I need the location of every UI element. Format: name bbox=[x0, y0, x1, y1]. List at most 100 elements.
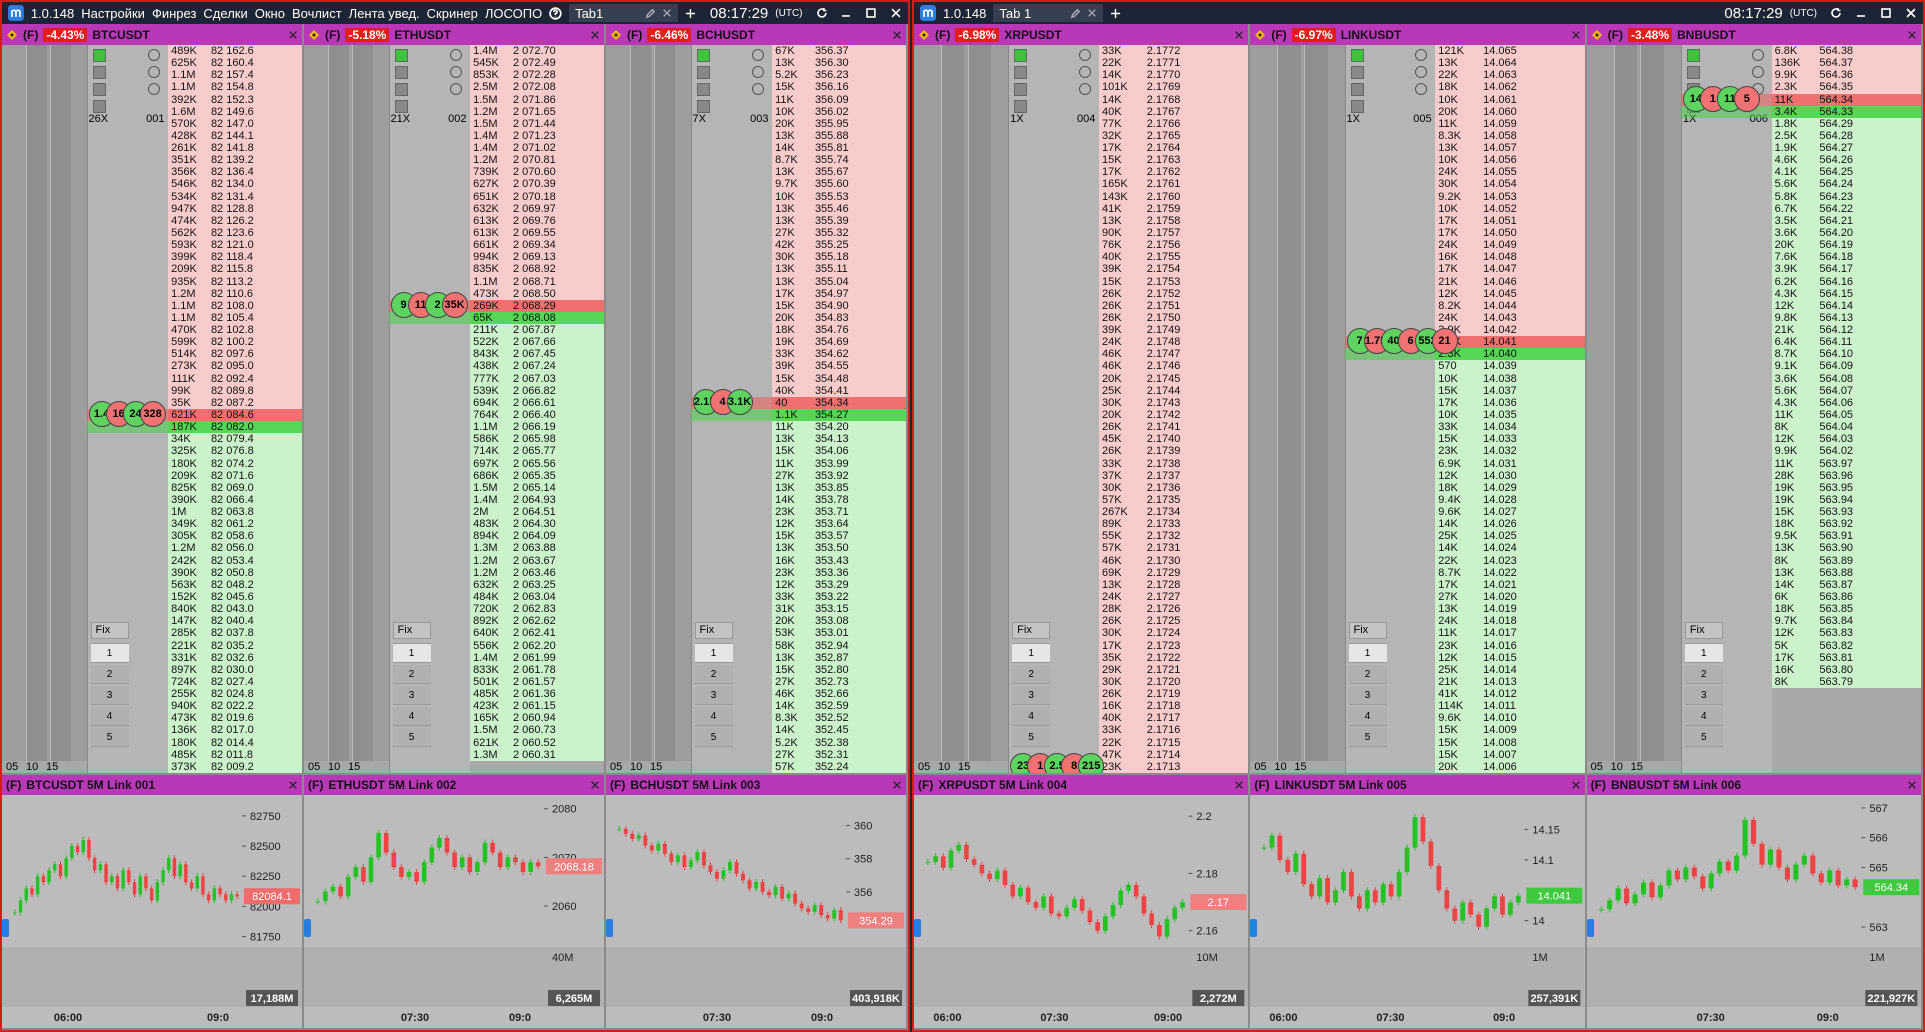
tool-icon[interactable] bbox=[450, 83, 463, 95]
size-button[interactable]: 1 bbox=[1684, 644, 1723, 663]
size-button[interactable]: 3 bbox=[1684, 686, 1723, 705]
tool-icon[interactable] bbox=[1350, 100, 1364, 113]
timeframe-label[interactable]: 10 bbox=[328, 761, 341, 773]
tool-icon[interactable] bbox=[394, 49, 408, 62]
timeframe-label[interactable]: 15 bbox=[348, 761, 361, 773]
timeframe-label[interactable]: 05 bbox=[6, 761, 19, 773]
refresh-icon[interactable] bbox=[816, 7, 828, 19]
tool-icon[interactable] bbox=[752, 49, 765, 61]
size-button[interactable]: 4 bbox=[1684, 707, 1723, 726]
max-icon[interactable] bbox=[865, 7, 877, 19]
timeframe-label[interactable]: 05 bbox=[308, 761, 321, 773]
tool-icon[interactable] bbox=[1078, 49, 1091, 61]
help-icon[interactable] bbox=[549, 6, 562, 20]
size-button[interactable]: 1 bbox=[392, 644, 431, 663]
size-button[interactable]: 4 bbox=[1348, 707, 1387, 726]
close-icon[interactable] bbox=[890, 7, 902, 19]
close-icon[interactable] bbox=[288, 30, 298, 40]
timeframe-label[interactable]: 15 bbox=[958, 761, 971, 773]
tool-icon[interactable] bbox=[1078, 66, 1091, 78]
size-button[interactable]: 3 bbox=[90, 686, 129, 705]
close-icon[interactable] bbox=[590, 30, 600, 40]
menu-item[interactable]: Финрез bbox=[151, 5, 197, 21]
tool-icon[interactable] bbox=[92, 100, 106, 113]
tool-icon[interactable] bbox=[696, 49, 710, 62]
size-button[interactable]: 4 bbox=[694, 707, 733, 726]
menu-item[interactable]: Сделки bbox=[203, 5, 248, 21]
tool-icon[interactable] bbox=[1415, 66, 1428, 78]
timeframe-label[interactable]: 05 bbox=[1254, 761, 1267, 773]
tool-icon[interactable] bbox=[148, 66, 161, 78]
timeframe-label[interactable]: 05 bbox=[918, 761, 931, 773]
tool-icon[interactable] bbox=[1350, 49, 1364, 62]
tool-icon[interactable] bbox=[752, 83, 765, 95]
size-button[interactable]: 4 bbox=[90, 707, 129, 726]
plus-icon[interactable] bbox=[1110, 8, 1121, 19]
menu-item[interactable]: ЛОСОПО bbox=[484, 5, 543, 21]
size-button[interactable]: 2 bbox=[1348, 665, 1387, 684]
timeframe-label[interactable]: 15 bbox=[1630, 761, 1643, 773]
fix-dropdown[interactable]: Fix bbox=[694, 622, 733, 639]
size-button[interactable]: 2 bbox=[1684, 665, 1723, 684]
logo-icon[interactable] bbox=[920, 5, 936, 21]
menu-item[interactable]: Вочлист bbox=[291, 5, 342, 21]
timeframe-label[interactable]: 05 bbox=[1590, 761, 1603, 773]
tool-icon[interactable] bbox=[1686, 66, 1700, 79]
size-button[interactable]: 1 bbox=[90, 644, 129, 663]
tool-icon[interactable] bbox=[1686, 49, 1700, 62]
refresh-icon[interactable] bbox=[1830, 7, 1842, 19]
min-icon[interactable] bbox=[1855, 7, 1867, 19]
size-button[interactable]: 2 bbox=[90, 665, 129, 684]
size-button[interactable]: 1 bbox=[694, 644, 733, 663]
tool-icon[interactable] bbox=[1350, 66, 1364, 79]
size-button[interactable]: 1 bbox=[1012, 644, 1051, 663]
tool-icon[interactable] bbox=[696, 66, 710, 79]
close-icon[interactable] bbox=[1907, 780, 1917, 790]
exchange-icon[interactable] bbox=[308, 29, 320, 41]
timeframe-label[interactable]: 10 bbox=[1610, 761, 1623, 773]
close-icon[interactable] bbox=[1905, 7, 1917, 19]
fix-dropdown[interactable]: Fix bbox=[1348, 622, 1387, 639]
fix-dropdown[interactable]: Fix bbox=[1684, 622, 1723, 639]
tool-icon[interactable] bbox=[1415, 83, 1428, 95]
menu-item[interactable]: Настройки bbox=[81, 5, 145, 21]
size-button[interactable]: 2 bbox=[1012, 665, 1051, 684]
tool-icon[interactable] bbox=[92, 66, 106, 79]
tool-icon[interactable] bbox=[752, 66, 765, 78]
close-icon[interactable] bbox=[1234, 780, 1244, 790]
size-button[interactable]: 3 bbox=[694, 686, 733, 705]
size-button[interactable]: 4 bbox=[392, 707, 431, 726]
close-icon[interactable] bbox=[662, 8, 672, 18]
timeframe-label[interactable]: 15 bbox=[1294, 761, 1307, 773]
size-button[interactable]: 2 bbox=[392, 665, 431, 684]
max-icon[interactable] bbox=[1880, 7, 1892, 19]
size-button[interactable]: 3 bbox=[392, 686, 431, 705]
size-button[interactable]: 3 bbox=[1012, 686, 1051, 705]
size-button[interactable]: 5 bbox=[1348, 728, 1387, 747]
fix-dropdown[interactable]: Fix bbox=[90, 622, 129, 639]
exchange-icon[interactable] bbox=[1254, 29, 1266, 41]
tool-icon[interactable] bbox=[92, 49, 106, 62]
tool-icon[interactable] bbox=[1014, 100, 1028, 113]
tool-icon[interactable] bbox=[394, 66, 408, 79]
menu-item[interactable]: Скринер bbox=[426, 5, 478, 21]
pen-icon[interactable] bbox=[645, 8, 656, 19]
close-icon[interactable] bbox=[1234, 30, 1244, 40]
tool-icon[interactable] bbox=[1014, 83, 1028, 96]
pen-icon[interactable] bbox=[1070, 8, 1081, 19]
close-icon[interactable] bbox=[892, 780, 902, 790]
menu-item[interactable]: Лента увед. bbox=[348, 5, 420, 21]
tool-icon[interactable] bbox=[696, 100, 710, 113]
timeframe-label[interactable]: 10 bbox=[26, 761, 39, 773]
tool-icon[interactable] bbox=[1751, 49, 1764, 61]
size-button[interactable]: 5 bbox=[392, 728, 431, 747]
exchange-icon[interactable] bbox=[1591, 29, 1603, 41]
close-icon[interactable] bbox=[1571, 780, 1581, 790]
close-icon[interactable] bbox=[892, 30, 902, 40]
timeframe-label[interactable]: 05 bbox=[610, 761, 623, 773]
size-button[interactable]: 5 bbox=[1012, 728, 1051, 747]
size-button[interactable]: 2 bbox=[694, 665, 733, 684]
tool-icon[interactable] bbox=[1751, 66, 1764, 78]
tool-icon[interactable] bbox=[148, 49, 161, 61]
size-button[interactable]: 5 bbox=[1684, 728, 1723, 747]
